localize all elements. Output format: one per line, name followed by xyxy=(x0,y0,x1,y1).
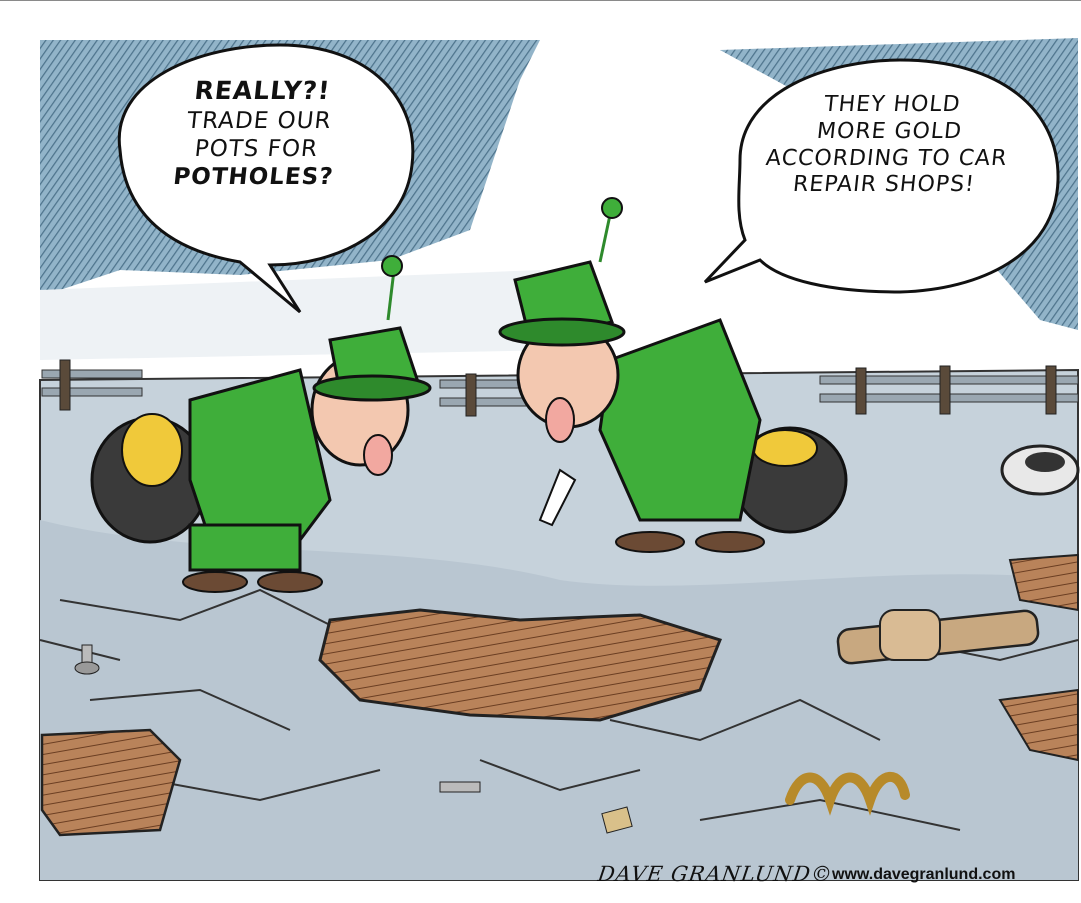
shamrock-icon xyxy=(382,256,402,276)
right-bubble-line-3: ACCORDING TO CAR xyxy=(735,146,1038,173)
left-bubble-line-2: TRADE OUR xyxy=(138,107,381,135)
pothole-left xyxy=(42,730,180,835)
right-bubble-line-2: MORE GOLD xyxy=(738,119,1041,146)
tire xyxy=(1002,446,1078,494)
left-bubble-line-4: POTHOLES? xyxy=(132,163,375,191)
left-bubble-line-3: POTS FOR xyxy=(135,135,378,163)
shamrock-icon xyxy=(602,198,622,218)
right-bubble-line-1: THEY HOLD xyxy=(741,92,1044,119)
artist-website: www.davegranlund.com xyxy=(832,866,1015,884)
artist-signature: DAVE GRANLUND© xyxy=(596,862,834,886)
left-bubble-line-1: REALLY?! xyxy=(141,76,384,107)
right-bubble-line-4: REPAIR SHOPS! xyxy=(732,172,1035,199)
pothole-center xyxy=(320,610,720,720)
right-bubble-text: THEY HOLD MORE GOLD ACCORDING TO CAR REP… xyxy=(732,92,1043,199)
left-bubble-text: REALLY?! TRADE OUR POTS FOR POTHOLES? xyxy=(132,76,384,191)
